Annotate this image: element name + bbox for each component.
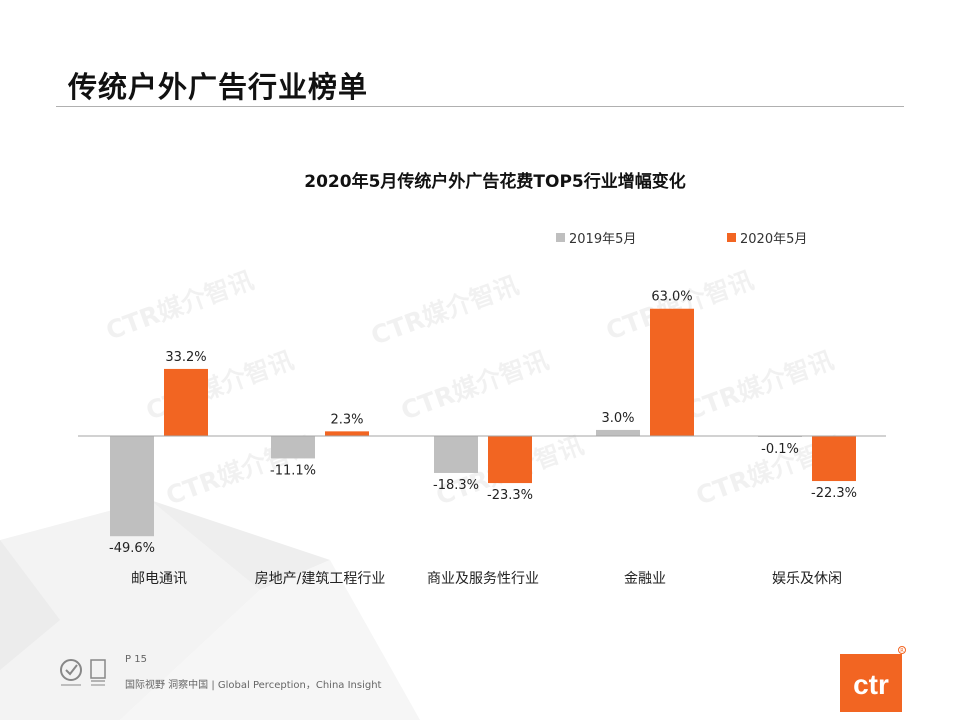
- chart-title: 2020年5月传统户外广告花费TOP5行业增幅变化: [304, 171, 685, 192]
- bar-2020-3: [650, 308, 694, 436]
- watermark-text: CTR媒介智讯: [102, 265, 257, 345]
- data-label-2020-1: 2.3%: [330, 412, 363, 427]
- background-decoration: [0, 500, 420, 720]
- category-label-3: 金融业: [624, 571, 666, 587]
- data-label-2019-1: -11.1%: [270, 463, 316, 478]
- labels-layer: -49.6% 33.2% 邮电通讯 -11.1% 2.3% 房地产/建筑工程行业 -18.3…: [109, 290, 857, 587]
- title-divider: [56, 106, 904, 107]
- category-label-1: 房地产/建筑工程行业: [255, 571, 386, 587]
- tagline: 国际视野 洞察中国 | Global Perception，China Insi…: [125, 680, 382, 691]
- bar-2020-2: [488, 436, 532, 484]
- category-label-0: 邮电通讯: [131, 571, 187, 587]
- legend-swatch-2019: [556, 233, 565, 242]
- bar-2019-1: [271, 436, 315, 459]
- footer: P 15 国际视野 洞察中国 | Global Perception，China…: [0, 640, 960, 720]
- bar-2019-3: [596, 429, 640, 436]
- category-label-4: 娱乐及休闲: [772, 571, 842, 587]
- data-label-2019-3: 3.0%: [601, 411, 634, 426]
- svg-text:R: R: [900, 648, 904, 654]
- page-title: 传统户外广告行业榜单: [68, 70, 369, 104]
- page-number: P 15: [125, 654, 147, 665]
- watermark-text: CTR媒介智讯: [367, 270, 522, 350]
- data-label-2020-2: -23.3%: [487, 488, 533, 503]
- legend-label-2020: 2020年5月: [740, 232, 807, 247]
- bar-2020-1: [325, 431, 369, 436]
- chart-legend: 2019年5月 2020年5月: [556, 232, 807, 247]
- data-label-2020-3: 63.0%: [651, 290, 692, 305]
- legend-swatch-2020: [727, 233, 736, 242]
- watermark-text: CTR媒介智讯: [397, 345, 552, 425]
- watermark-text: CTR媒介智讯: [682, 345, 837, 425]
- bar-2020-4: [812, 436, 856, 482]
- category-label-2: 商业及服务性行业: [427, 571, 539, 587]
- data-label-2020-4: -22.3%: [811, 486, 857, 501]
- ctr-logo-text: ctr: [853, 669, 889, 700]
- data-label-2019-2: -18.3%: [433, 478, 479, 493]
- data-label-2020-0: 33.2%: [165, 350, 206, 365]
- bar-2019-0: [110, 436, 154, 537]
- bar-2019-2: [434, 436, 478, 473]
- bar-2020-0: [164, 368, 208, 436]
- certification-logo: [60, 659, 106, 686]
- watermark-layer: CTR媒介智讯CTR媒介智讯CTR媒介智讯CTR媒介智讯CTR媒介智讯CTR媒介…: [102, 265, 847, 510]
- ctr-logo: ctr R: [840, 646, 906, 712]
- bar-chart: CTR媒介智讯CTR媒介智讯CTR媒介智讯CTR媒介智讯CTR媒介智讯CTR媒介…: [78, 171, 886, 587]
- legend-label-2019: 2019年5月: [569, 232, 636, 247]
- data-label-2019-4: -0.1%: [761, 442, 799, 457]
- data-label-2019-0: -49.6%: [109, 541, 155, 556]
- bars-layer: [110, 308, 856, 537]
